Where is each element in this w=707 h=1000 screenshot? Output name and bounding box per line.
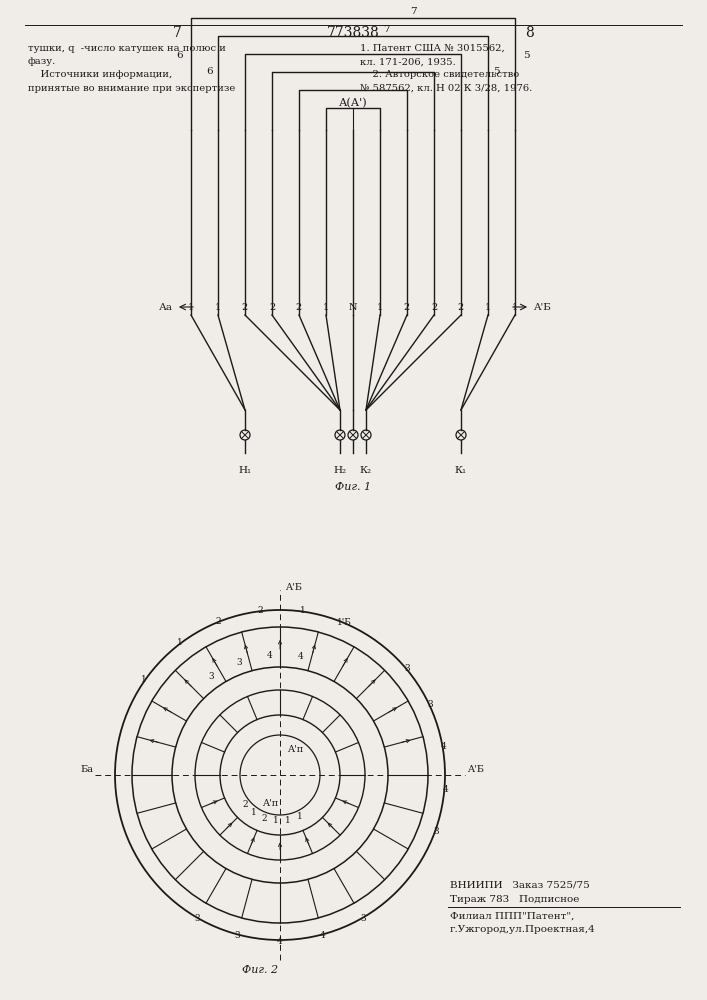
Text: 4: 4 xyxy=(320,931,326,940)
Text: Ба: Ба xyxy=(80,766,93,774)
Text: 2: 2 xyxy=(458,302,464,312)
Text: Филиал ППП"Патент",: Филиал ППП"Патент", xyxy=(450,912,574,921)
Text: 5: 5 xyxy=(523,50,530,60)
Text: Н₂: Н₂ xyxy=(334,466,346,475)
Text: A'Б: A'Б xyxy=(467,766,484,774)
Text: Тираж 783   Подписное: Тираж 783 Подписное xyxy=(450,895,579,904)
Text: 5: 5 xyxy=(493,68,500,77)
Text: 2: 2 xyxy=(269,302,275,312)
Text: 1: 1 xyxy=(188,302,194,312)
Text: 3: 3 xyxy=(428,700,433,709)
Text: 2: 2 xyxy=(431,302,437,312)
Text: Фиг. 1: Фиг. 1 xyxy=(335,482,371,492)
Text: 2: 2 xyxy=(242,302,248,312)
Text: 1: 1 xyxy=(485,302,491,312)
Text: К₂: К₂ xyxy=(360,466,372,475)
Text: ВНИИПИ   Заказ 7525/75: ВНИИПИ Заказ 7525/75 xyxy=(450,881,590,890)
Text: 2: 2 xyxy=(257,606,262,615)
Text: 1: 1 xyxy=(285,816,291,825)
Text: 8: 8 xyxy=(525,26,534,40)
Text: 4: 4 xyxy=(267,651,272,660)
Text: К₁: К₁ xyxy=(455,466,467,475)
Text: 1: 1 xyxy=(177,638,183,647)
Text: 3: 3 xyxy=(194,914,200,923)
Text: 4: 4 xyxy=(443,785,448,794)
Text: г.Ужгород,ул.Проектная,4: г.Ужгород,ул.Проектная,4 xyxy=(450,925,596,934)
Text: 4: 4 xyxy=(277,936,283,946)
Text: 3: 3 xyxy=(404,664,410,673)
Text: 3: 3 xyxy=(433,827,439,836)
Text: 2: 2 xyxy=(404,302,410,312)
Text: A'п: A'п xyxy=(287,746,303,754)
Text: A'Б: A'Б xyxy=(533,302,551,312)
Text: 7: 7 xyxy=(410,7,416,16)
Text: A'Б: A'Б xyxy=(285,584,302,592)
Text: тушки, q  -число катушек на полюс и
фазу.
    Источники информации,
принятые во : тушки, q -число катушек на полюс и фазу.… xyxy=(28,44,235,93)
Text: 2: 2 xyxy=(215,617,221,626)
Text: Н₁: Н₁ xyxy=(238,466,252,475)
Text: 3: 3 xyxy=(209,672,214,681)
Text: 1: 1 xyxy=(512,302,518,312)
Text: 1: 1 xyxy=(273,816,279,825)
Text: 6: 6 xyxy=(206,68,213,77)
Text: 7: 7 xyxy=(383,25,390,34)
Text: 2: 2 xyxy=(242,800,247,809)
Text: 3: 3 xyxy=(234,931,240,940)
Text: 2: 2 xyxy=(262,814,267,823)
Text: 1: 1 xyxy=(215,302,221,312)
Text: Аа: Аа xyxy=(159,302,173,312)
Text: 4: 4 xyxy=(298,652,304,661)
Text: 6: 6 xyxy=(176,50,183,60)
Text: 3: 3 xyxy=(236,658,242,667)
Text: Фиг. 2: Фиг. 2 xyxy=(242,965,278,975)
Text: 1. Патент США № 3015562,
кл. 171-206, 1935.
    2. Авторское свидетельство
№ 587: 1. Патент США № 3015562, кл. 171-206, 19… xyxy=(360,44,532,93)
Text: 773838: 773838 xyxy=(327,26,380,40)
Text: 1: 1 xyxy=(251,808,257,817)
Text: 1: 1 xyxy=(300,606,306,615)
Text: 1: 1 xyxy=(296,812,303,821)
Text: 3: 3 xyxy=(360,914,366,923)
Text: 7: 7 xyxy=(173,26,182,40)
Text: 1: 1 xyxy=(377,302,383,312)
Text: N: N xyxy=(349,302,357,312)
Text: А(А'): А(А') xyxy=(339,98,368,108)
Text: 1: 1 xyxy=(141,675,147,684)
Text: 4: 4 xyxy=(440,742,446,751)
Text: A'п: A'п xyxy=(262,798,278,808)
Text: 1'Б: 1'Б xyxy=(337,618,352,627)
Text: 2: 2 xyxy=(296,302,302,312)
Text: 1: 1 xyxy=(323,302,329,312)
